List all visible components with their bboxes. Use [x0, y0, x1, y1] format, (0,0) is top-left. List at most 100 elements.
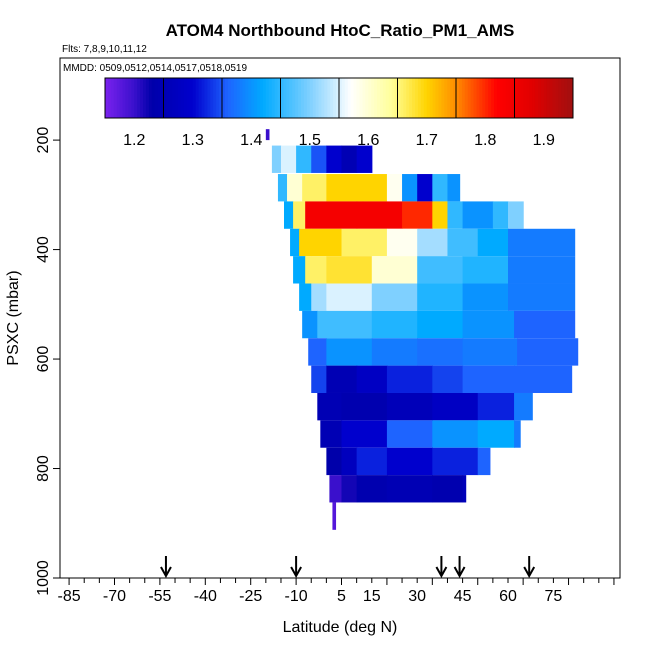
colorbar-swatch	[458, 78, 463, 118]
x-tick-label: 5	[337, 588, 346, 605]
pressure-band	[329, 475, 467, 503]
arrow-head	[435, 566, 448, 579]
colorbar-swatch	[163, 78, 167, 118]
colorbar-swatch	[300, 78, 305, 118]
colorbar-swatch	[540, 78, 545, 118]
heatmap-cell	[341, 392, 388, 421]
colorbar-swatch	[254, 78, 258, 118]
colorbar-swatch	[145, 78, 150, 118]
colorbar-swatch	[526, 78, 530, 118]
heatmap-cell	[386, 365, 433, 393]
y-tick-label: 200	[35, 127, 52, 154]
colorbar-swatch	[312, 78, 317, 118]
heatmap-cell	[514, 420, 521, 448]
colorbar-swatch	[268, 78, 273, 118]
y-tick-label: 600	[35, 346, 52, 373]
pressure-band	[320, 420, 521, 448]
heatmap-cell	[311, 145, 327, 173]
colorbar-swatch	[113, 78, 118, 118]
colorbar-swatch	[134, 78, 138, 118]
colorbar-swatch	[315, 78, 320, 118]
colorbar-swatch	[327, 78, 331, 118]
colorbar-swatch	[374, 78, 378, 118]
arrow-head	[160, 566, 172, 579]
heatmap-cell	[265, 129, 270, 141]
colorbar-swatch	[412, 78, 416, 118]
colorbar-swatch	[166, 78, 170, 118]
colorbar-swatch	[128, 78, 132, 118]
heatmap-cell	[462, 256, 509, 284]
heatmap-cell	[417, 338, 464, 366]
pressure-band	[302, 310, 576, 339]
colorbar-swatch	[508, 78, 513, 118]
heatmap-cell	[287, 174, 303, 202]
arrow-head	[290, 566, 302, 579]
x-tick-label: 75	[545, 588, 563, 605]
colorbar-swatch	[303, 78, 308, 118]
heatmap-cell	[320, 420, 343, 448]
colorbar-swatch	[482, 78, 486, 118]
colorbar-swatch	[435, 78, 439, 118]
heatmap-cell	[386, 420, 433, 448]
colorbar-swatch	[467, 78, 472, 118]
heatmap-cell	[508, 283, 576, 311]
colorbar-swatch	[333, 78, 337, 118]
colorbar-swatch	[517, 78, 521, 118]
heatmap-cell	[508, 228, 576, 257]
colorbar-swatch	[195, 78, 200, 118]
colorbar-tick-label: 1.3	[182, 132, 204, 149]
flight-arrow	[435, 556, 448, 579]
colorbar-tick-label: 1.2	[123, 132, 145, 149]
heatmap-cell	[271, 145, 282, 173]
colorbar-swatch	[453, 78, 457, 118]
colorbar-swatch	[564, 78, 568, 118]
axes: -85 -70 -55 -40 -25 -10 5 15 30 45 60 75 200 400 600 80…	[35, 127, 615, 605]
heatmap-cell	[356, 201, 403, 229]
colorbar-swatch	[441, 78, 445, 118]
heatmap-cell	[462, 475, 467, 503]
colorbar-swatch	[245, 78, 249, 118]
flight-arrow	[290, 556, 302, 579]
colorbar-swatch	[298, 78, 302, 118]
y-tick-label: 800	[35, 455, 52, 482]
colorbar-swatch	[321, 78, 325, 118]
heatmap-cell	[305, 201, 358, 229]
heatmap-cell	[332, 502, 337, 530]
heatmap-cell	[432, 420, 479, 448]
colorbar-swatch	[514, 78, 518, 118]
heatmap-cell	[386, 174, 403, 202]
heatmap-cell	[326, 365, 358, 393]
colorbar-swatch	[365, 78, 369, 118]
arrow-head	[453, 566, 466, 579]
heatmap-cell	[417, 283, 464, 311]
colorbar-swatch	[350, 78, 355, 118]
colorbar-swatch	[239, 78, 243, 118]
heatmap-cell	[290, 228, 300, 257]
heatmap-cell	[386, 228, 418, 257]
colorbar-swatch	[523, 78, 527, 118]
colorbar-swatch	[318, 78, 322, 118]
arrow-head	[523, 566, 536, 579]
colorbar-swatch	[570, 78, 574, 118]
colorbar-swatch	[505, 78, 510, 118]
colorbar-swatch	[450, 78, 454, 118]
colorbar-swatch	[277, 78, 281, 118]
colorbar-swatch	[359, 78, 363, 118]
x-tick-label: 45	[454, 588, 472, 605]
heatmap-cell	[302, 174, 327, 202]
colorbar-swatch	[178, 78, 182, 118]
colorbar-swatch	[224, 78, 229, 118]
heatmap-cell	[432, 392, 479, 421]
colorbar-swatch	[116, 78, 121, 118]
colorbar-swatch	[371, 78, 375, 118]
x-tick-label: -40	[194, 588, 217, 605]
colorbar-swatch	[461, 78, 466, 118]
colorbar-swatch	[447, 78, 451, 118]
colorbar-swatch	[157, 78, 162, 118]
colorbar-swatch	[391, 78, 396, 118]
colorbar-swatch	[537, 78, 542, 118]
colorbar-swatch	[262, 78, 267, 118]
pressure-band	[317, 392, 533, 421]
pressure-band	[277, 174, 461, 202]
